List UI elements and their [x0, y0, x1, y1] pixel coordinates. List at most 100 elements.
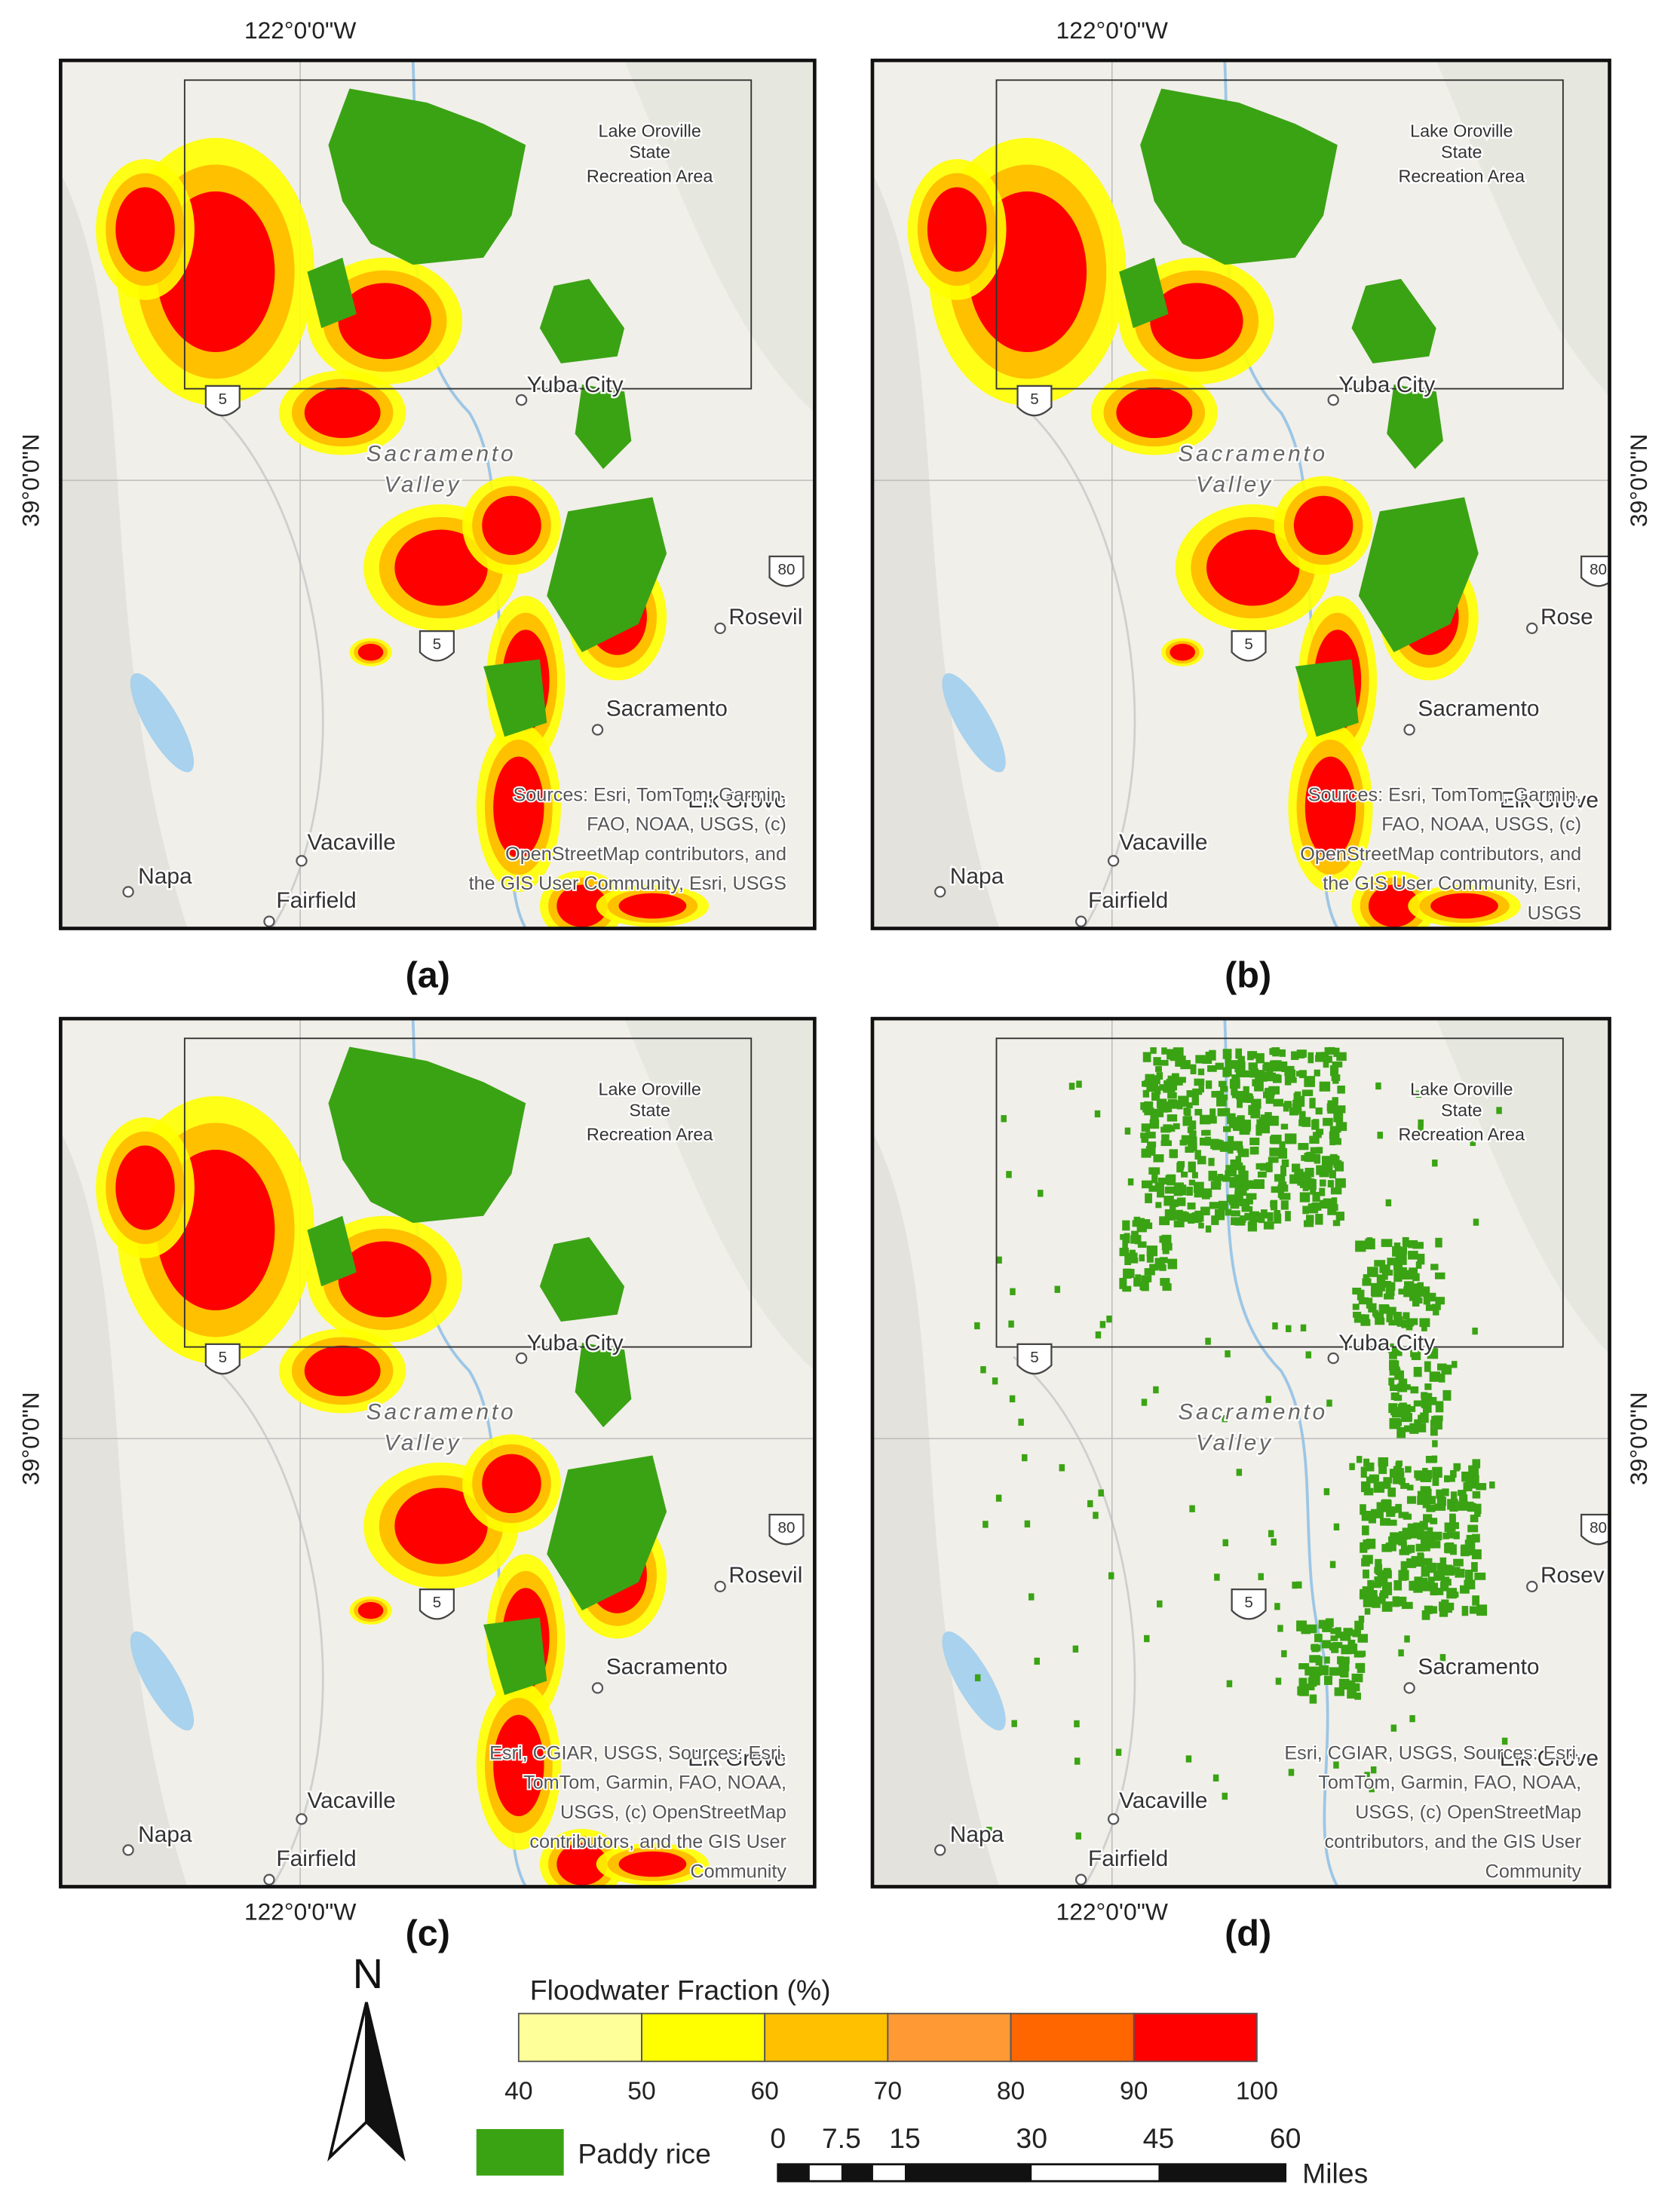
paddy-pixel	[1367, 1579, 1375, 1591]
paddy-pixel	[1301, 1117, 1311, 1127]
paddy-pixel	[1164, 1186, 1176, 1194]
paddy-pixel	[1402, 1270, 1413, 1280]
paddy-pixel	[1471, 1481, 1479, 1489]
paddy-pixel	[1161, 1242, 1173, 1251]
paddy-pixel	[1203, 1188, 1212, 1198]
paddy-pixel	[1426, 1292, 1436, 1302]
longitude-label: 122°0'0"W	[1056, 1898, 1168, 1925]
place-dot	[934, 886, 946, 898]
paddy-pixel	[1265, 1396, 1271, 1403]
paddy-pixel	[1361, 1558, 1370, 1567]
paddy-pixel	[1403, 1312, 1410, 1320]
paddy-pixel	[1323, 1675, 1332, 1685]
paddy-pixel	[1222, 1792, 1228, 1800]
paddy-area	[575, 384, 632, 470]
paddy-pixel	[1421, 1530, 1430, 1540]
paddy-pixel	[1289, 1069, 1296, 1079]
paddy-pixel	[1236, 1098, 1243, 1108]
paddy-pixel	[1309, 1674, 1320, 1686]
paddy-pixel	[1167, 1258, 1178, 1270]
paddy-pixel	[1369, 1785, 1375, 1793]
paddy-pixel	[1204, 1129, 1211, 1136]
paddy-pixel	[1223, 1108, 1231, 1117]
paddy-pixel	[1364, 1772, 1370, 1779]
paddy-pixel	[1433, 1588, 1444, 1595]
paddy-pixel	[1358, 1616, 1365, 1623]
paddy-pixel	[1160, 1278, 1170, 1286]
paddy-pixel	[1432, 1440, 1438, 1448]
paddy-pixel	[1176, 1197, 1186, 1206]
paddy-pixel	[1231, 1087, 1238, 1095]
paddy-pixel	[1470, 1515, 1479, 1523]
paddy-pixel	[1430, 1264, 1439, 1270]
paddy-pixel	[1185, 1213, 1193, 1221]
attribution: Esri, CGIAR, USGS, Sources: Esri,	[489, 1742, 786, 1763]
paddy-pixel	[1393, 1360, 1399, 1368]
scale-tick-label: 60	[1270, 2122, 1301, 2154]
place-dot	[591, 724, 604, 736]
region-label: Valley	[1196, 472, 1274, 497]
paddy-pixel	[1423, 1295, 1430, 1305]
paddy-pixel	[1362, 1314, 1369, 1325]
paddy-pixel	[1368, 1515, 1377, 1524]
paddy-pixel	[1411, 1530, 1421, 1539]
paddy-pixel	[1442, 1389, 1452, 1401]
paddy-pixel	[1277, 1184, 1289, 1192]
paddy-pixel	[1240, 1181, 1248, 1189]
paddy-pixel	[1222, 1539, 1228, 1546]
paddy-pixel	[1154, 1075, 1160, 1085]
paddy-pixel	[1335, 1627, 1341, 1638]
paddy-label: Paddy rice	[578, 2137, 711, 2169]
paddy-pixel	[1154, 1182, 1164, 1189]
road	[201, 397, 324, 929]
paddy-pixel	[1038, 1190, 1044, 1197]
paddy-pixel	[1439, 1557, 1447, 1568]
highway-shield	[204, 1343, 241, 1375]
paddy-pixel	[1141, 1148, 1151, 1158]
paddy-pixel	[1419, 1286, 1430, 1297]
place-dot	[714, 622, 726, 635]
paddy-pixel	[1191, 1212, 1199, 1219]
paddy-pixel	[1430, 1540, 1441, 1549]
paddy-pixel	[1420, 1486, 1431, 1495]
paddy-pixel	[1248, 1062, 1258, 1071]
paddy-pixel	[1441, 1365, 1452, 1375]
paddy-pixel	[1476, 1483, 1487, 1490]
paddy-pixel	[1327, 1204, 1337, 1215]
paddy-pixel	[1442, 1488, 1449, 1497]
paddy-pixel	[995, 1494, 1002, 1502]
paddy-pixel	[1146, 1086, 1157, 1092]
paddy-pixel	[1237, 1055, 1245, 1065]
place-label: Napa	[138, 1822, 192, 1847]
paddy-pixel	[1393, 1395, 1403, 1402]
paddy-pixel	[1283, 1101, 1292, 1108]
legend-break: 40	[504, 2077, 532, 2105]
paddy-pixel	[1306, 1215, 1314, 1224]
paddy-pixel	[1407, 1318, 1418, 1325]
paddy-pixel	[1398, 1596, 1407, 1607]
paddy-pixel	[1472, 1533, 1480, 1543]
paddy-area	[307, 1215, 357, 1287]
paddy-pixel	[1054, 1285, 1061, 1293]
paddy-pixel	[1262, 1064, 1269, 1072]
paddy-pixel	[1304, 1076, 1315, 1087]
paddy-pixel	[1461, 1471, 1473, 1482]
paddy-pixel	[1398, 1649, 1404, 1657]
paddy-pixel	[1434, 1272, 1445, 1279]
highway-number: 5	[1244, 636, 1252, 653]
panel-frame	[870, 1016, 1611, 1889]
paddy-pixel	[1189, 1505, 1195, 1512]
paddy-pixel	[1337, 1085, 1345, 1094]
paddy-pixel	[1154, 1086, 1161, 1095]
paddy-pixel	[1391, 1408, 1403, 1418]
paddy-pixel	[1018, 1418, 1024, 1426]
paddy-pixel	[1323, 1055, 1332, 1063]
paddy-pixel	[1395, 1273, 1405, 1279]
region-label: Sacramento	[1178, 1399, 1328, 1424]
paddy-pixel	[1354, 1651, 1365, 1658]
paddy-pixel	[1380, 1518, 1391, 1526]
paddy-pixel	[1119, 1248, 1129, 1257]
highway-shield	[1580, 555, 1610, 587]
place-label: Yuba City	[527, 1331, 624, 1356]
panel-frame	[870, 58, 1611, 930]
